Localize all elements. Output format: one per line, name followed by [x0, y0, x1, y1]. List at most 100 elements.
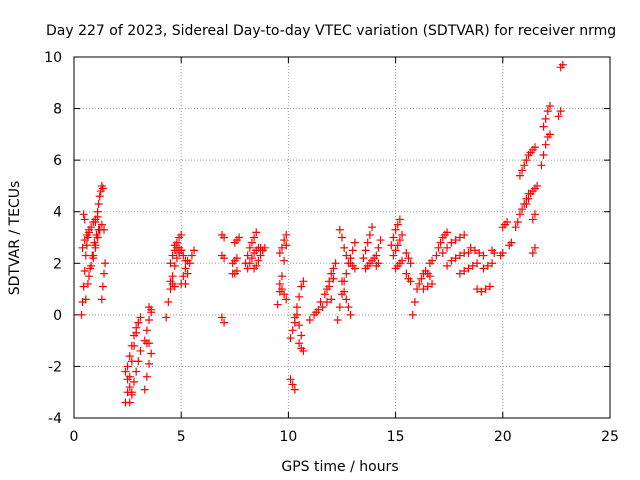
series-arc-70 — [505, 238, 516, 250]
x-tick-label: 10 — [279, 429, 297, 445]
series-arc-54 — [402, 248, 415, 268]
data-point — [460, 267, 469, 276]
series-arc-06 — [89, 220, 109, 263]
data-point — [374, 259, 383, 268]
data-point — [170, 282, 179, 291]
series-arc-32 — [273, 241, 291, 309]
data-point — [277, 243, 286, 252]
data-point — [485, 282, 494, 291]
series-arc-19 — [170, 230, 186, 250]
data-point — [340, 287, 349, 296]
data-point — [543, 107, 552, 116]
series-arc-26 — [230, 233, 244, 247]
series-arc-45 — [346, 238, 359, 263]
series-arc-37 — [290, 277, 308, 322]
series-arc-57 — [415, 267, 434, 288]
series-arc-46 — [346, 259, 359, 273]
data-point — [451, 236, 460, 245]
data-point — [522, 156, 531, 165]
data-point — [498, 248, 507, 257]
series-arc-15 — [142, 339, 154, 348]
data-point — [292, 303, 301, 312]
data-point — [483, 261, 492, 270]
data-point — [247, 254, 256, 263]
data-point — [329, 264, 338, 273]
data-point — [282, 295, 291, 304]
data-point — [130, 377, 139, 386]
data-point — [348, 246, 357, 255]
series-arc-25 — [217, 251, 229, 263]
data-point — [190, 246, 199, 255]
data-point — [320, 290, 329, 299]
data-point — [85, 272, 94, 281]
chart-title: Day 227 of 2023, Sidereal Day-to-day VTE… — [46, 23, 616, 39]
data-point — [468, 261, 477, 270]
data-point — [130, 331, 139, 340]
data-point — [556, 107, 565, 116]
data-point — [81, 295, 90, 304]
series-arc-75 — [528, 243, 539, 257]
data-point — [97, 295, 106, 304]
data-point — [466, 243, 475, 252]
data-point — [273, 300, 282, 309]
series-arc-78 — [554, 107, 565, 121]
data-point — [187, 251, 196, 260]
series-arc-22 — [166, 277, 179, 291]
data-point — [518, 166, 527, 175]
data-point — [335, 303, 344, 312]
series-arc-24 — [217, 230, 229, 242]
data-point — [350, 264, 359, 273]
data-point — [172, 254, 181, 263]
data-point — [372, 251, 381, 260]
series-arc-52 — [389, 230, 407, 260]
data-point — [545, 101, 554, 110]
data-point — [455, 269, 464, 278]
series-arc-67 — [488, 246, 499, 257]
data-point — [127, 390, 136, 399]
data-point — [177, 279, 186, 288]
series-arc-40 — [312, 274, 338, 317]
data-point — [145, 303, 154, 312]
series-arc-62 — [443, 248, 473, 270]
data-point — [275, 279, 284, 288]
data-point — [368, 223, 377, 232]
series-arc-31 — [250, 243, 269, 273]
data-point — [123, 375, 132, 384]
data-point — [142, 372, 151, 381]
series-arc-58 — [419, 279, 437, 294]
data-point — [290, 385, 299, 394]
data-point — [346, 310, 355, 319]
data-point — [79, 210, 88, 219]
data-point — [80, 236, 89, 245]
data-point — [217, 313, 226, 322]
data-point — [316, 297, 325, 306]
series-arc-61 — [438, 230, 469, 257]
data-point — [374, 243, 383, 252]
data-point — [340, 243, 349, 252]
data-point — [361, 246, 370, 255]
plot-frame — [73, 56, 611, 419]
data-point — [101, 259, 110, 268]
data-point — [93, 233, 102, 242]
data-point — [464, 264, 473, 273]
x-tick-label: 15 — [387, 429, 405, 445]
series-arc-59 — [425, 256, 437, 268]
y-tick-label: 10 — [44, 50, 62, 66]
series-arc-27 — [228, 254, 241, 268]
series-arc-77 — [539, 101, 554, 131]
data-point — [406, 277, 415, 286]
series-arc-55 — [402, 269, 415, 286]
data-point — [162, 313, 171, 322]
data-point — [455, 233, 464, 242]
series-arc-12 — [121, 367, 136, 399]
data-point — [168, 251, 177, 260]
data-point — [100, 269, 109, 278]
data-point — [275, 248, 284, 257]
series-arc-13 — [140, 349, 156, 394]
data-point — [434, 243, 443, 252]
data-point — [415, 279, 424, 288]
data-point — [177, 230, 186, 239]
data-point — [295, 292, 304, 301]
data-point — [136, 346, 145, 355]
